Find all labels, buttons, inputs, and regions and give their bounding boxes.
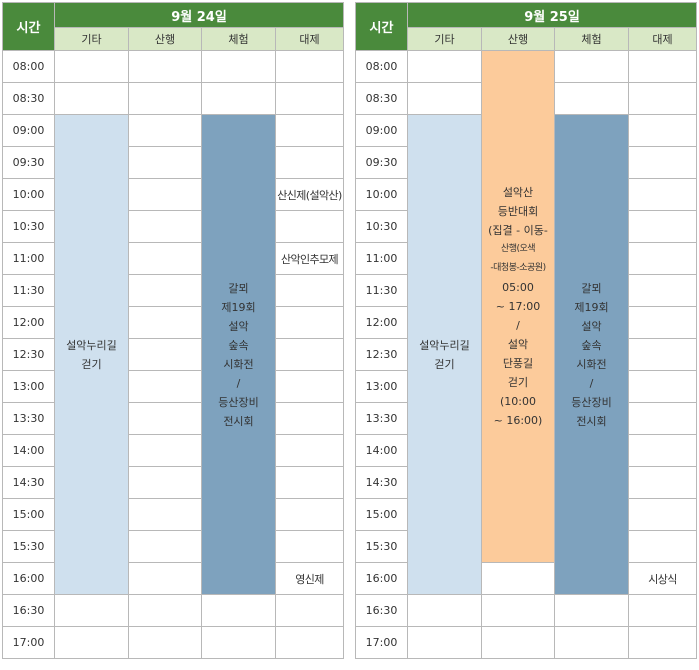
time-cell: 13:30 <box>355 402 408 435</box>
event-line: 설악 <box>228 319 249 333</box>
event-memorial: 산악인추모제 <box>274 242 345 275</box>
category-header-cheheom: 체험 <box>554 27 629 51</box>
date-header: 9월 24일 <box>53 2 345 28</box>
time-cell: 13:30 <box>2 402 55 435</box>
time-cell: 17:00 <box>2 626 55 659</box>
time-cell: 13:00 <box>355 370 408 403</box>
event-line: 갈뫼 <box>581 281 602 295</box>
time-cell: 08:30 <box>355 82 408 115</box>
time-cell: 17:00 <box>355 626 408 659</box>
time-cell: 13:00 <box>2 370 55 403</box>
time-cell: 09:30 <box>2 146 55 179</box>
category-header-gita: 기타 <box>54 27 129 51</box>
category-header-daeje: 대제 <box>627 27 698 51</box>
event-line: 설악 <box>581 319 602 333</box>
event-block-gita: 설악누리길 걷기 <box>54 114 129 595</box>
event-line: 제19회 <box>221 300 256 314</box>
time-cell: 15:30 <box>355 530 408 563</box>
event-award-ceremony: 시상식 <box>627 562 698 595</box>
event-line: (집결 - 이동- <box>488 224 548 237</box>
time-cell: 11:00 <box>2 242 55 275</box>
time-cell: 08:30 <box>2 82 55 115</box>
event-block-cheheom: 갈뫼 제19회 설악 숲속 시화전 / 등산장비 전시회 <box>201 114 276 595</box>
category-header-daeje: 대제 <box>274 27 345 51</box>
event-line: 전시회 <box>576 414 607 428</box>
time-cell: 15:00 <box>2 498 55 531</box>
time-cell: 14:30 <box>355 466 408 499</box>
event-line: 등반대회 <box>497 205 539 218</box>
event-block-cheheom: 갈뫼 제19회 설악 숲속 시화전 / 등산장비 전시회 <box>554 114 629 595</box>
time-cell: 09:30 <box>355 146 408 179</box>
date-header: 9월 25일 <box>406 2 698 28</box>
time-cell: 15:00 <box>355 498 408 531</box>
time-cell: 14:30 <box>2 466 55 499</box>
event-line: 설악산 <box>502 186 534 199</box>
time-cell: 08:00 <box>355 50 408 83</box>
time-cell: 12:30 <box>2 338 55 371</box>
event-line: 걷기 <box>507 376 529 389</box>
time-column-header: 시간 <box>355 2 408 51</box>
event-line: 걷기 <box>434 357 455 371</box>
time-cell: 11:30 <box>2 274 55 307</box>
time-column-header: 시간 <box>2 2 55 51</box>
time-cell: 10:00 <box>2 178 55 211</box>
time-cell: 12:30 <box>355 338 408 371</box>
event-line: 05:00 <box>502 281 534 294</box>
event-line: 산행(오색 <box>500 244 536 254</box>
event-block-sanhaeng: 설악산 등반대회 (집결 - 이동- 산행(오색 -대청봉-소공원) 05:00… <box>481 50 555 563</box>
time-cell: 16:30 <box>2 594 55 627</box>
event-line: 시화전 <box>223 357 254 371</box>
event-line: 숲속 <box>581 338 602 352</box>
schedule-table-sep25: 시간 9월 25일 기타 산행 체험 대제 08:00 설악산 등반대회 (집결… <box>355 2 698 659</box>
event-yeongsinje: 영신제 <box>274 562 345 595</box>
time-cell: 08:00 <box>2 50 55 83</box>
event-line: 설악누리길 <box>66 338 117 352</box>
event-line: 설악 <box>507 338 529 351</box>
time-cell: 10:30 <box>355 210 408 243</box>
event-sansinje: 산신제(설악산) <box>274 178 345 211</box>
time-cell: 12:00 <box>355 306 408 339</box>
event-line: ~ 17:00 <box>495 300 541 313</box>
category-header-sanhaeng: 산행 <box>128 27 202 51</box>
event-line: / <box>516 319 520 332</box>
event-line: 걷기 <box>81 357 102 371</box>
event-line: 단풍길 <box>502 357 534 370</box>
time-cell: 09:00 <box>355 114 408 147</box>
event-line: 갈뫼 <box>228 281 249 295</box>
time-cell: 16:30 <box>355 594 408 627</box>
event-line: 설악누리길 <box>419 338 470 352</box>
category-header-sanhaeng: 산행 <box>481 27 555 51</box>
event-line: 등산장비 <box>571 395 612 409</box>
event-line: 시화전 <box>576 357 607 371</box>
time-cell: 11:30 <box>355 274 408 307</box>
time-cell: 15:30 <box>2 530 55 563</box>
event-line: -대청봉-소공원) <box>490 263 546 273</box>
event-line: ~ 16:00) <box>493 414 543 427</box>
time-cell: 16:00 <box>2 562 55 595</box>
time-cell: 12:00 <box>2 306 55 339</box>
event-block-gita: 설악누리길 걷기 <box>407 114 482 595</box>
time-cell: 16:00 <box>355 562 408 595</box>
event-line: 등산장비 <box>218 395 259 409</box>
category-header-cheheom: 체험 <box>201 27 276 51</box>
event-line: 숲속 <box>228 338 249 352</box>
event-line: 전시회 <box>223 414 254 428</box>
event-line: (10:00 <box>500 395 536 408</box>
event-line: 제19회 <box>574 300 609 314</box>
schedule-table-sep24: 시간 9월 24일 기타 산행 체험 대제 08:00 08:30 09:00 … <box>2 2 345 659</box>
time-cell: 11:00 <box>355 242 408 275</box>
event-line: / <box>589 376 594 390</box>
time-cell: 10:30 <box>2 210 55 243</box>
time-cell: 09:00 <box>2 114 55 147</box>
time-cell: 14:00 <box>2 434 55 467</box>
category-header-gita: 기타 <box>407 27 482 51</box>
time-cell: 10:00 <box>355 178 408 211</box>
event-line: / <box>236 376 241 390</box>
time-cell: 14:00 <box>355 434 408 467</box>
